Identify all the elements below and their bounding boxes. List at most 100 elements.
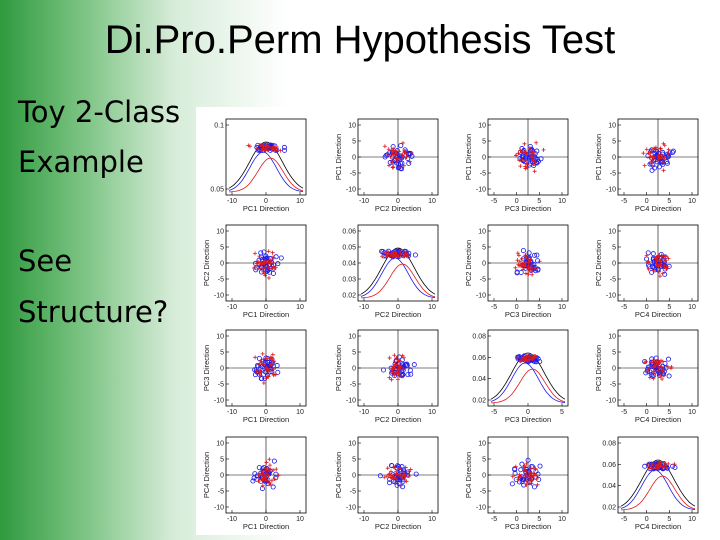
class-b-point (397, 365, 402, 370)
class-b-point (394, 355, 399, 360)
y-tick-label: 5 (612, 245, 616, 252)
class-a-point (535, 356, 541, 362)
x-tick-label: 0 (515, 198, 519, 205)
class-a-point (390, 159, 396, 165)
class-b-point (391, 465, 396, 470)
class-b-point (516, 477, 521, 482)
class-b-point (662, 461, 667, 466)
class-b-point (513, 464, 518, 469)
class-a-point (250, 478, 256, 484)
x-tick-label: 0 (396, 304, 400, 311)
class-a-point (645, 153, 651, 159)
class-b-point (266, 480, 271, 485)
panel-r3-c4: -5 0 5 10 10 5 0 -5 -10 PC4 Direction PC3 Directio… (594, 329, 699, 424)
x-tick-label: 0 (515, 516, 519, 523)
pooled-density-curve (228, 141, 304, 189)
y-tick-label: -5 (218, 277, 224, 284)
class-b-point (654, 261, 659, 266)
x-tick-label: 0 (396, 409, 400, 416)
class-a-point (397, 160, 403, 166)
y-tick-label: 0 (220, 366, 224, 373)
class-b-point (400, 473, 405, 478)
class-b-point (401, 476, 406, 481)
panel-r2-c1: -10 0 10 10 5 0 -5 -10 PC1 Direction PC2 Directio… (202, 224, 307, 319)
class-b-point (401, 367, 406, 372)
y-axis-label: PC4 Direction (202, 452, 211, 498)
class-b-point (646, 151, 651, 156)
class-b-point (658, 374, 663, 379)
y-tick-label: -10 (606, 293, 616, 300)
class-b-point (660, 465, 665, 470)
class-b-point (524, 461, 529, 466)
class-b-point (268, 257, 273, 262)
class-b-point (648, 150, 653, 155)
y-tick-label: -5 (350, 171, 356, 178)
panel-r3-c1: -10 0 10 10 5 0 -5 -10 PC1 Direction PC3 Directio… (202, 329, 307, 424)
x-axis-label: PC4 Direction (635, 522, 681, 531)
panel-frame (225, 118, 307, 196)
y-tick-label: -10 (606, 398, 616, 405)
class-b-point (399, 373, 404, 378)
pooled-density-curve (360, 247, 436, 295)
class-b-point (669, 364, 674, 369)
x-tick-label: 10 (296, 409, 304, 416)
x-tick-label: -5 (491, 409, 497, 416)
y-tick-label: -5 (218, 382, 224, 389)
class-b-point (520, 157, 525, 162)
class-b-point (666, 151, 671, 156)
x-tick-label: 10 (428, 409, 436, 416)
class-b-point (647, 375, 652, 380)
bullet-text-1: Toy 2-Class (18, 95, 181, 129)
class-b-point (401, 252, 406, 257)
class-b-point (520, 267, 525, 272)
y-axis-label: PC3 Direction (334, 345, 343, 391)
class-b-point (651, 268, 656, 273)
class-a-point (252, 372, 258, 378)
class-b-point (261, 266, 266, 271)
panel-frame (487, 329, 569, 407)
class-b-point (520, 263, 525, 268)
class-b-point (666, 147, 671, 152)
class-a-point (273, 471, 279, 477)
class-b-point (396, 358, 401, 363)
class-a-point (270, 484, 276, 490)
class-b-point (391, 149, 396, 154)
class-b-point (407, 365, 412, 370)
class-a-point (534, 148, 540, 154)
class-b-point (533, 157, 538, 162)
class-b-point (409, 151, 414, 156)
x-tick-label: 0 (396, 516, 400, 523)
y-tick-label: 0.04 (472, 376, 486, 383)
class-b-point (398, 251, 403, 256)
class-b-point (253, 251, 258, 256)
class-b-density-curve (228, 157, 304, 193)
class-b-point (389, 252, 394, 257)
x-tick-label: -5 (491, 516, 497, 523)
class-a-point (405, 372, 411, 378)
class-b-point (518, 148, 523, 153)
class-b-point (648, 154, 653, 159)
y-tick-label: 10 (216, 229, 224, 236)
class-b-point (274, 144, 279, 149)
class-a-point (258, 254, 264, 260)
class-b-point (530, 269, 535, 274)
class-b-point (267, 356, 272, 361)
slide-title: Di.Pro.Perm Hypothesis Test (104, 18, 616, 62)
class-a-point (515, 356, 521, 362)
class-b-point (265, 473, 270, 478)
class-b-point (523, 153, 528, 158)
class-b-point (395, 377, 400, 382)
class-b-point (657, 274, 662, 279)
class-b-point (524, 150, 529, 155)
class-b-point (652, 371, 657, 376)
class-b-point (395, 156, 400, 161)
class-b-point (407, 469, 412, 474)
x-axis-label: PC3 Direction (505, 415, 551, 424)
class-b-point (380, 254, 385, 259)
y-tick-label: 5 (482, 245, 486, 252)
class-b-point (264, 260, 269, 265)
class-b-point (267, 469, 272, 474)
x-tick-label: 5 (537, 198, 541, 205)
class-b-point (397, 465, 402, 470)
x-tick-label: -10 (359, 409, 369, 416)
